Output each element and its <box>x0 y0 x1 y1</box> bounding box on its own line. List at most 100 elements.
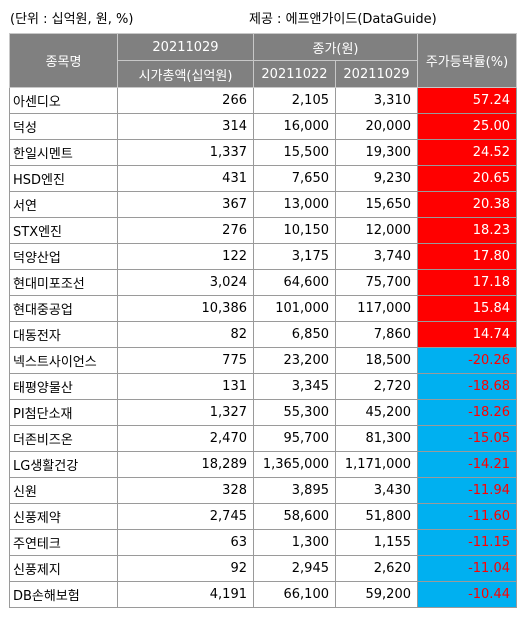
table-row: 신풍제지 92 2,945 2,620 -11.04 <box>9 555 517 582</box>
cell-market-cap: 92 <box>117 555 254 582</box>
cell-market-cap: 10,386 <box>117 295 254 322</box>
header-close-curr: 20211029 <box>335 60 418 88</box>
cell-market-cap: 4,191 <box>117 581 254 608</box>
table-row: DB손해보험 4,191 66,100 59,200 -10.44 <box>9 581 517 608</box>
cell-stock-name: 더존비즈온 <box>9 425 118 452</box>
table-row: PI첨단소재 1,327 55,300 45,200 -18.26 <box>9 399 517 426</box>
cell-market-cap: 18,289 <box>117 451 254 478</box>
table-row: 한일시멘트 1,337 15,500 19,300 24.52 <box>9 139 517 166</box>
stock-table: 종목명 20211029 종가(원) 주가등락률(%) 시가총액(십억원) 20… <box>9 33 517 608</box>
table-row: 더존비즈온 2,470 95,700 81,300 -15.05 <box>9 425 517 452</box>
cell-close-curr: 45,200 <box>335 399 418 426</box>
table-row: 서연 367 13,000 15,650 20.38 <box>9 191 517 218</box>
cell-close-prev: 23,200 <box>253 347 336 374</box>
unit-caption: (단위 : 십억원, 원, %) <box>10 12 134 27</box>
source-caption: 제공 : 에프앤가이드(DataGuide) <box>249 12 437 27</box>
header-market-cap: 시가총액(십억원) <box>117 60 254 88</box>
table-row: 대동전자 82 6,850 7,860 14.74 <box>9 321 517 348</box>
cell-close-curr: 19,300 <box>335 139 418 166</box>
cell-close-curr: 12,000 <box>335 217 418 244</box>
cell-market-cap: 63 <box>117 529 254 556</box>
cell-change-rate: 20.65 <box>417 165 517 192</box>
cell-market-cap: 82 <box>117 321 254 348</box>
cell-close-curr: 2,620 <box>335 555 418 582</box>
cell-close-curr: 59,200 <box>335 581 418 608</box>
cell-change-rate: -18.26 <box>417 399 517 426</box>
cell-close-curr: 2,720 <box>335 373 418 400</box>
cell-close-prev: 1,300 <box>253 529 336 556</box>
cell-stock-name: 대동전자 <box>9 321 118 348</box>
table-row: 주연테크 63 1,300 1,155 -11.15 <box>9 529 517 556</box>
cell-stock-name: 현대중공업 <box>9 295 118 322</box>
cell-close-prev: 55,300 <box>253 399 336 426</box>
cell-change-rate: -14.21 <box>417 451 517 478</box>
cell-close-curr: 3,310 <box>335 87 418 114</box>
cell-change-rate: 15.84 <box>417 295 517 322</box>
table-row: 아센디오 266 2,105 3,310 57.24 <box>9 87 517 114</box>
table-row: 태평양물산 131 3,345 2,720 -18.68 <box>9 373 517 400</box>
cell-stock-name: 신풍제약 <box>9 503 118 530</box>
cell-close-prev: 7,650 <box>253 165 336 192</box>
cell-change-rate: 57.24 <box>417 87 517 114</box>
cell-stock-name: 현대미포조선 <box>9 269 118 296</box>
cell-close-curr: 1,171,000 <box>335 451 418 478</box>
cell-stock-name: 넥스트사이언스 <box>9 347 118 374</box>
table-row: LG생활건강 18,289 1,365,000 1,171,000 -14.21 <box>9 451 517 478</box>
cell-market-cap: 266 <box>117 87 254 114</box>
cell-change-rate: -18.68 <box>417 373 517 400</box>
cell-stock-name: STX엔진 <box>9 217 118 244</box>
cell-stock-name: 아센디오 <box>9 87 118 114</box>
cell-stock-name: 한일시멘트 <box>9 139 118 166</box>
cell-market-cap: 2,470 <box>117 425 254 452</box>
cell-change-rate: 25.00 <box>417 113 517 140</box>
cell-close-prev: 6,850 <box>253 321 336 348</box>
header-close-prev: 20211022 <box>253 60 336 88</box>
cell-change-rate: 14.74 <box>417 321 517 348</box>
cell-close-curr: 9,230 <box>335 165 418 192</box>
cell-market-cap: 367 <box>117 191 254 218</box>
cell-change-rate: -11.94 <box>417 477 517 504</box>
cell-market-cap: 3,024 <box>117 269 254 296</box>
cell-close-curr: 1,155 <box>335 529 418 556</box>
cell-stock-name: HSD엔진 <box>9 165 118 192</box>
table-row: HSD엔진 431 7,650 9,230 20.65 <box>9 165 517 192</box>
cell-stock-name: PI첨단소재 <box>9 399 118 426</box>
cell-close-curr: 81,300 <box>335 425 418 452</box>
cell-close-prev: 16,000 <box>253 113 336 140</box>
table-header: 종목명 20211029 종가(원) 주가등락률(%) 시가총액(십억원) 20… <box>9 33 517 88</box>
table-row: 신풍제약 2,745 58,600 51,800 -11.60 <box>9 503 517 530</box>
header-name: 종목명 <box>9 33 118 88</box>
header-close-group: 종가(원) <box>253 33 418 61</box>
cell-change-rate: -11.15 <box>417 529 517 556</box>
cell-change-rate: -20.26 <box>417 347 517 374</box>
cell-change-rate: 18.23 <box>417 217 517 244</box>
cell-close-curr: 15,650 <box>335 191 418 218</box>
cell-close-prev: 13,000 <box>253 191 336 218</box>
cell-close-curr: 3,430 <box>335 477 418 504</box>
cell-close-curr: 3,740 <box>335 243 418 270</box>
cell-close-prev: 3,895 <box>253 477 336 504</box>
cell-change-rate: -11.60 <box>417 503 517 530</box>
cell-market-cap: 328 <box>117 477 254 504</box>
header-change: 주가등락률(%) <box>417 33 517 88</box>
cell-close-prev: 64,600 <box>253 269 336 296</box>
cell-change-rate: 24.52 <box>417 139 517 166</box>
cell-close-prev: 1,365,000 <box>253 451 336 478</box>
cell-stock-name: 덕성 <box>9 113 118 140</box>
cell-change-rate: -15.05 <box>417 425 517 452</box>
cell-close-curr: 117,000 <box>335 295 418 322</box>
cell-market-cap: 2,745 <box>117 503 254 530</box>
cell-close-curr: 75,700 <box>335 269 418 296</box>
cell-close-prev: 2,945 <box>253 555 336 582</box>
cell-close-curr: 18,500 <box>335 347 418 374</box>
cell-close-prev: 2,105 <box>253 87 336 114</box>
cell-change-rate: -11.04 <box>417 555 517 582</box>
cell-stock-name: 덕양산업 <box>9 243 118 270</box>
table-row: 넥스트사이언스 775 23,200 18,500 -20.26 <box>9 347 517 374</box>
table-row: 신원 328 3,895 3,430 -11.94 <box>9 477 517 504</box>
cell-change-rate: -10.44 <box>417 581 517 608</box>
table-body: 아센디오 266 2,105 3,310 57.24 덕성 314 16,000 20,000 2… <box>9 87 517 608</box>
cell-close-prev: 66,100 <box>253 581 336 608</box>
cell-market-cap: 775 <box>117 347 254 374</box>
cell-market-cap: 1,337 <box>117 139 254 166</box>
